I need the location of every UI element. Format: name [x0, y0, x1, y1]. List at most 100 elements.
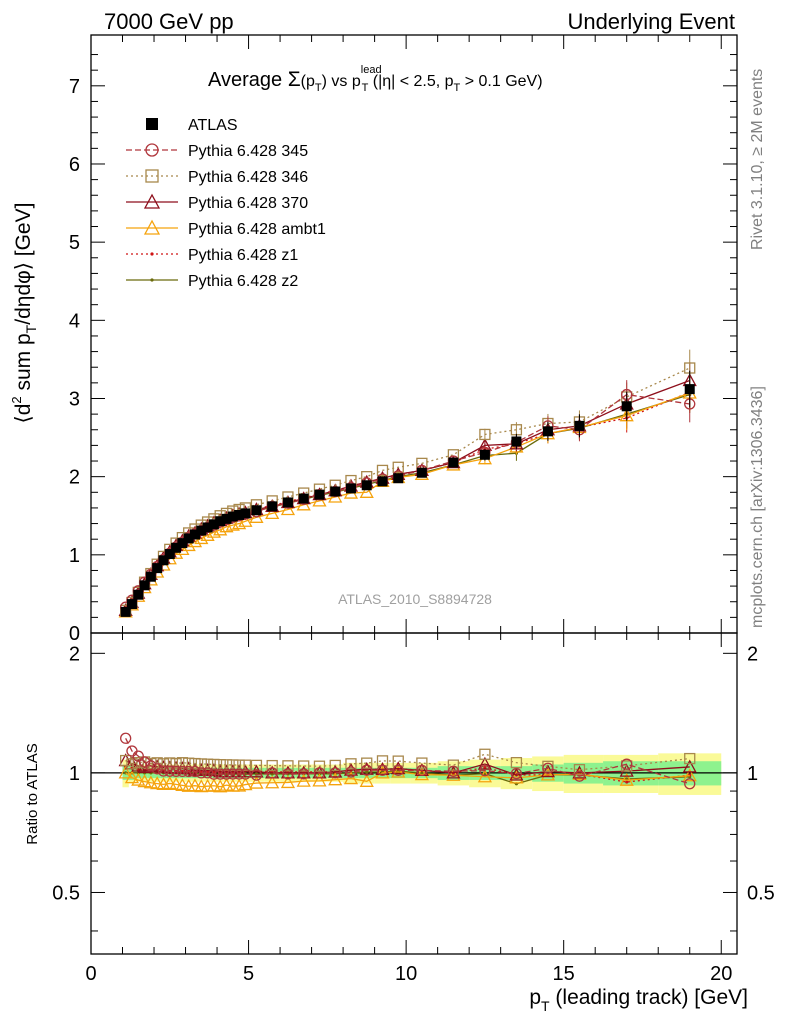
ratio-series-group: [118, 732, 697, 793]
data-point: [393, 473, 404, 484]
data-point: [232, 516, 247, 530]
y-tick-label: 0: [69, 623, 80, 645]
data-point: [361, 480, 372, 491]
y-tick-label: 2: [69, 467, 80, 489]
x-axis-label: pT (leading track) [GeV]: [529, 986, 748, 1014]
ratio-point: [361, 757, 373, 769]
data-point: [120, 606, 131, 617]
ratio-point: [361, 764, 373, 776]
ratio-y-tick-label-right: 2: [747, 643, 758, 665]
data-point: [312, 493, 327, 507]
data-point: [164, 549, 175, 560]
x-tick-label: 15: [553, 963, 575, 985]
ratio-point: [195, 758, 207, 770]
data-point: [330, 486, 341, 497]
ratio-point: [375, 765, 390, 779]
legend-label: Pythia 6.428 z1: [188, 247, 298, 264]
data-point: [183, 533, 194, 544]
data-point: [158, 555, 169, 566]
process-label: Underlying Event: [567, 9, 735, 34]
ratio-panel: 0.5 0.5 1 1 2 2 Ratio to ATLAS: [24, 632, 775, 955]
ratio-point: [509, 767, 524, 781]
series-line-z2: [125, 393, 690, 613]
ratio-point: [359, 773, 374, 787]
ratio-point: [201, 758, 214, 770]
data-point: [416, 467, 427, 478]
data-point: [314, 489, 325, 500]
ratio-point: [183, 757, 195, 769]
title-part-average: Average: [208, 69, 288, 91]
ratio-point: [296, 765, 311, 779]
series-p345: [120, 380, 696, 613]
ratio-point: [138, 756, 151, 768]
ratio-point: [132, 750, 144, 762]
ratio-point: [151, 757, 163, 769]
data-point: [152, 563, 163, 574]
ratio-point: [540, 767, 556, 781]
data-point: [574, 420, 585, 431]
ratio-point: [238, 764, 253, 778]
data-point: [234, 509, 245, 520]
ratio-point: [206, 778, 221, 792]
ratio-point: [447, 759, 460, 771]
legend-label: Pythia 6.428 346: [188, 169, 308, 186]
mcplots-reference-label: mcplots.cern.ch [arXiv:1306.3436]: [749, 386, 766, 628]
ratio-point: [447, 765, 460, 777]
ratio-point: [219, 777, 234, 791]
ratio-point: [120, 754, 132, 767]
ratio-point: [345, 766, 357, 778]
data-point: [221, 513, 232, 524]
legend-label: Pythia 6.428 345: [188, 143, 308, 160]
rivet-version-label: Rivet 3.1.10, ≥ 2M events: [749, 69, 766, 250]
ratio-point: [238, 777, 253, 791]
ratio-point: [280, 775, 296, 789]
ratio-point: [682, 768, 697, 782]
ratio-point: [168, 776, 184, 790]
ratio-point: [345, 758, 357, 770]
ratio-point: [157, 765, 170, 777]
data-point: [238, 513, 253, 527]
ratio-point: [266, 759, 278, 772]
main-title: Average Σ(pT) vs plead T (|η| < 2.5, pT >…: [208, 64, 543, 94]
ratio-point: [214, 768, 226, 780]
data-point: [227, 511, 238, 522]
title-part-t-sub2: T: [362, 82, 369, 94]
main-series-group: [118, 349, 697, 618]
ratio-point: [282, 760, 294, 772]
y-tick-label: 3: [69, 388, 80, 410]
ratio-point: [124, 770, 140, 784]
ratio-point: [233, 768, 245, 780]
ratio-point: [479, 748, 491, 760]
ratio-point: [201, 767, 214, 779]
ratio-point: [328, 764, 343, 778]
ratio-point: [477, 756, 492, 770]
main-y-tick-labels: 0 1 2 3 4 5 6 7: [69, 76, 80, 645]
ratio-y-tick-label: 1: [69, 763, 80, 785]
ratio-point: [296, 773, 311, 787]
legend-label: Pythia 6.428 ambt1: [188, 221, 326, 238]
ratio-point: [195, 767, 207, 779]
ratio-point: [162, 776, 177, 790]
ratio-point: [227, 759, 239, 771]
series-z1: [124, 373, 692, 613]
energy-label: 7000 GeV pp: [104, 9, 234, 34]
ratio-point: [170, 765, 182, 777]
ratio-point: [143, 775, 158, 789]
ratio-point: [164, 765, 176, 777]
legend-label: ATLAS: [188, 117, 238, 134]
legend-label: Pythia 6.428 z2: [188, 273, 298, 290]
legend-marker: [143, 193, 161, 209]
ratio-point: [329, 767, 341, 779]
ratio-point: [313, 760, 326, 772]
ratio-point: [391, 761, 406, 775]
ratio-point: [220, 768, 233, 780]
ratio-point: [684, 778, 696, 790]
ratio-point: [131, 772, 146, 786]
legend-marker: [150, 278, 154, 282]
ratio-plot-frame: [90, 632, 738, 955]
data-point: [377, 476, 388, 487]
main-axis-ticks: [90, 35, 737, 634]
ratio-point: [176, 765, 189, 778]
ratio-point: [682, 759, 697, 773]
